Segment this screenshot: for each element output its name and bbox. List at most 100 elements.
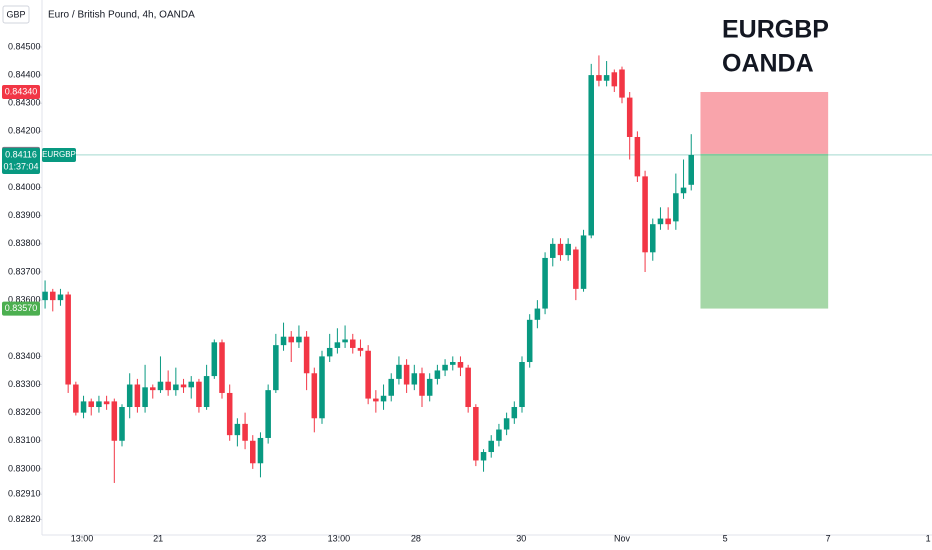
candle-body [80, 401, 87, 413]
x-tick-label: 21 [153, 533, 163, 543]
candle-body [73, 384, 79, 413]
candle-body [626, 97, 633, 137]
candle-body [234, 423, 241, 436]
candle-body [473, 407, 479, 461]
target-tag-label: 0.83570 [5, 303, 38, 313]
candle-body [103, 401, 110, 405]
candle-body [665, 218, 671, 225]
candle-body [203, 376, 210, 408]
candle-body [434, 370, 441, 379]
candle-body [119, 407, 125, 441]
candle-body [426, 378, 433, 396]
x-tick-label: 28 [411, 533, 421, 543]
candle-body [511, 407, 518, 419]
candle-body [450, 362, 456, 365]
candle-body [150, 387, 156, 391]
candle-body [480, 452, 487, 461]
candle-body [111, 401, 118, 441]
stop-tag-label: 0.84340 [5, 86, 38, 96]
y-tick-label: 0.83300 [8, 379, 41, 389]
candle-body [542, 257, 548, 309]
y-tick-label: 0.83900 [8, 210, 41, 220]
x-tick-label: 13:00 [328, 533, 351, 543]
y-tick-label: 0.83800 [8, 238, 41, 248]
y-tick-label: 0.83100 [8, 435, 41, 445]
candle-body [42, 291, 48, 301]
y-tick-label: 0.84200 [8, 126, 41, 136]
symbol-tag [42, 147, 76, 162]
y-tick-label: 0.84500 [8, 41, 41, 51]
current-tag [2, 147, 40, 174]
y-tick-label: 0.84300 [8, 98, 41, 108]
candle-body [411, 373, 418, 385]
x-tick-label: 13:00 [71, 533, 94, 543]
candle-body [257, 437, 264, 464]
candle-body [334, 342, 341, 348]
candle-body [319, 356, 325, 419]
y-tick-label: 0.83600 [8, 295, 41, 305]
y-tick-label: 0.84000 [8, 182, 41, 192]
candle-body [550, 243, 556, 258]
current-tag-label: 0.84116 [5, 149, 37, 159]
candle-body [442, 364, 448, 371]
candle-body [373, 398, 379, 402]
candle-body [219, 342, 225, 393]
candle-body [496, 429, 502, 441]
candle-body [657, 218, 664, 225]
candle-body [134, 384, 141, 408]
candle-body [457, 362, 464, 368]
candle-body [380, 395, 387, 402]
y-tick-label: 0.83200 [8, 407, 41, 417]
candle-body [65, 294, 71, 385]
candle-body [388, 378, 394, 396]
candle-body [365, 350, 371, 399]
candle-body [157, 381, 164, 391]
candle-body [265, 390, 271, 438]
candle-body [673, 193, 679, 222]
current-countdown: 01:37:04 [3, 161, 38, 171]
candle-body [342, 339, 348, 343]
x-tick-label: 1 [926, 533, 931, 543]
candle-body [603, 75, 610, 81]
annotation-line: OANDA [722, 50, 814, 78]
candle-body [588, 75, 594, 236]
candle-body [311, 373, 318, 419]
candle-body [488, 440, 494, 453]
candle-body [196, 381, 202, 408]
currency: GBP [6, 9, 25, 19]
candle-body [680, 187, 687, 194]
candle-body [580, 235, 587, 289]
currency-box[interactable] [2, 5, 30, 24]
candle-body [465, 367, 471, 408]
candle-body [688, 154, 694, 185]
candle-body [642, 176, 648, 253]
candle-body [519, 362, 525, 408]
candle-body [280, 336, 287, 346]
candle-body [242, 423, 248, 441]
candle-body [57, 294, 64, 301]
stop-tag [2, 84, 40, 99]
candle-body [503, 418, 510, 430]
y-tick-label: 0.83700 [8, 266, 41, 276]
candle-body [611, 72, 618, 87]
axis-overlay: 0.843400.841200.835700.8411601:37:04EURG… [2, 84, 76, 316]
candle-body [226, 392, 233, 436]
candle-body [303, 336, 310, 374]
annotation-line: EURGBP [722, 16, 829, 44]
candle-body [173, 384, 179, 391]
x-tick-label: 23 [256, 533, 266, 543]
y-tick-label: 0.83000 [8, 463, 41, 473]
candle-body [188, 381, 194, 388]
x-tick-label: 5 [723, 533, 728, 543]
candle-body [88, 401, 94, 408]
target-tag [2, 301, 40, 316]
candle-body [634, 136, 641, 177]
candle-body [288, 336, 294, 343]
candle-body [250, 440, 256, 464]
candle-body [650, 224, 656, 253]
candle-body [565, 243, 571, 256]
candle-body [142, 387, 148, 408]
candle-body [326, 347, 333, 357]
candle-body [165, 381, 171, 391]
